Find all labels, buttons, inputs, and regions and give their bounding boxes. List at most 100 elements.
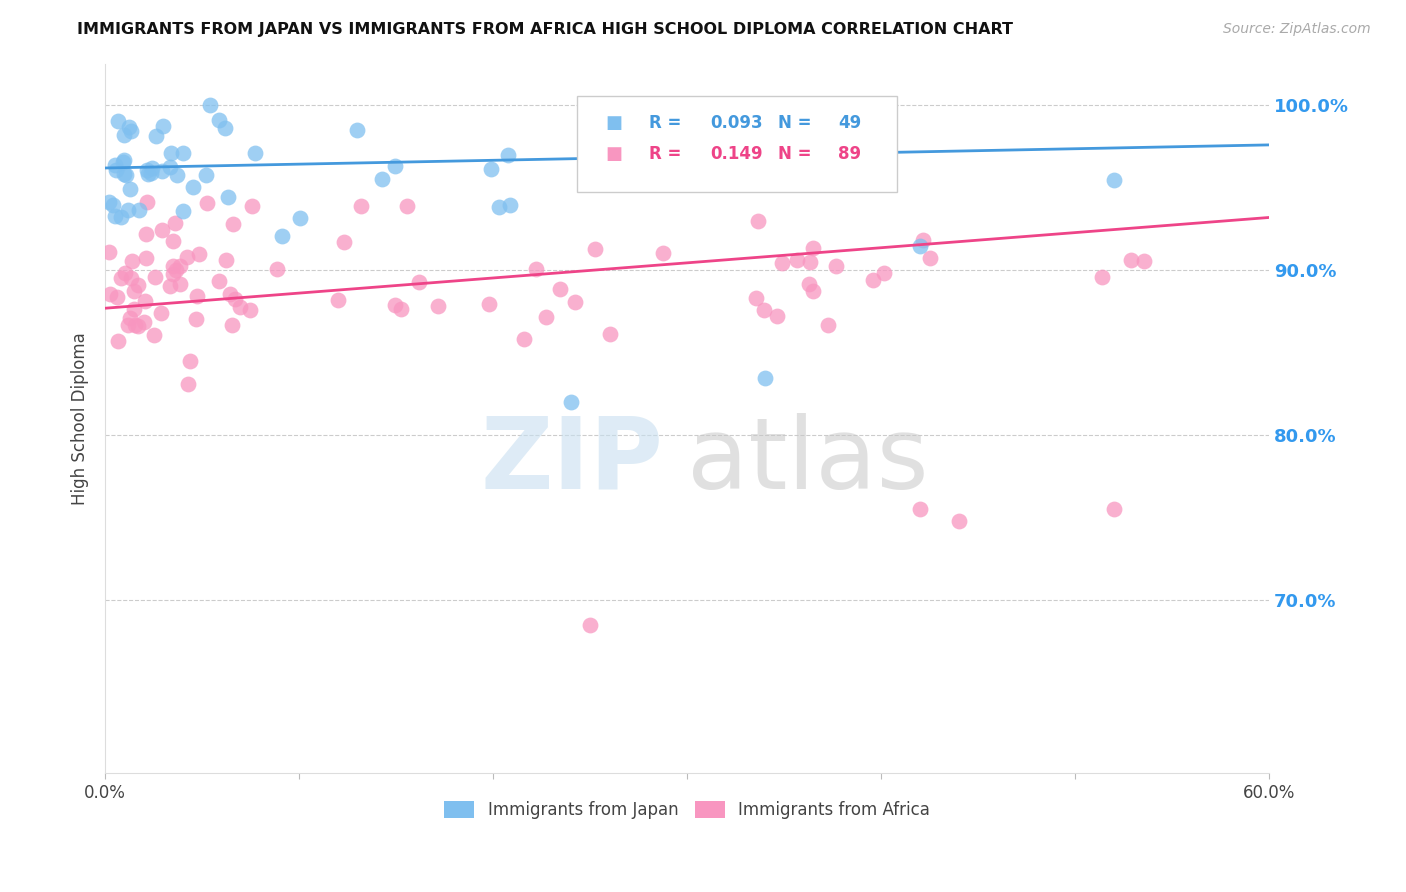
Point xyxy=(160,146,183,161)
Text: R =: R = xyxy=(648,114,686,132)
Point xyxy=(208,113,231,128)
Point xyxy=(186,289,208,303)
Point xyxy=(346,123,368,137)
Point xyxy=(176,250,198,264)
Point xyxy=(918,251,941,265)
Point xyxy=(169,277,191,291)
Point xyxy=(162,235,184,249)
Text: 0.093: 0.093 xyxy=(710,114,763,132)
Point xyxy=(110,211,132,225)
Point xyxy=(801,241,824,255)
Point xyxy=(651,245,673,260)
Point xyxy=(799,255,821,269)
Point xyxy=(599,327,621,342)
Point xyxy=(117,202,139,217)
Point xyxy=(243,145,266,160)
Point xyxy=(384,298,406,312)
Point xyxy=(107,114,129,128)
Text: Source: ZipAtlas.com: Source: ZipAtlas.com xyxy=(1223,22,1371,37)
Point xyxy=(217,189,239,203)
Point xyxy=(797,277,820,291)
Point xyxy=(478,296,501,310)
Point xyxy=(224,292,246,306)
Point xyxy=(498,198,520,212)
Point xyxy=(166,168,188,182)
Point xyxy=(135,227,157,241)
Point xyxy=(271,228,294,243)
Point xyxy=(948,514,970,528)
Text: ■: ■ xyxy=(606,145,623,163)
Point xyxy=(165,216,187,230)
Point xyxy=(579,618,602,632)
Point xyxy=(747,214,769,228)
Point xyxy=(112,168,135,182)
Point xyxy=(104,158,127,172)
Point xyxy=(745,291,768,305)
Point xyxy=(384,160,406,174)
Point xyxy=(817,318,839,332)
FancyBboxPatch shape xyxy=(576,96,897,192)
Point xyxy=(266,261,288,276)
Point xyxy=(371,171,394,186)
Point xyxy=(124,302,146,317)
Point xyxy=(766,309,789,323)
Text: N =: N = xyxy=(778,114,817,132)
Text: N =: N = xyxy=(778,145,817,163)
Point xyxy=(179,354,201,368)
Point xyxy=(128,203,150,218)
Point xyxy=(165,263,187,277)
Point xyxy=(135,163,157,178)
Point xyxy=(134,294,156,309)
Point xyxy=(195,168,218,182)
Point xyxy=(496,148,519,162)
Point xyxy=(143,328,166,343)
Point xyxy=(150,223,173,237)
Point xyxy=(912,233,935,247)
Point xyxy=(141,161,163,175)
Point xyxy=(1132,253,1154,268)
Point xyxy=(908,238,931,252)
Point xyxy=(208,274,231,288)
Text: IMMIGRANTS FROM JAPAN VS IMMIGRANTS FROM AFRICA HIGH SCHOOL DIPLOMA CORRELATION : IMMIGRANTS FROM JAPAN VS IMMIGRANTS FROM… xyxy=(77,22,1014,37)
Point xyxy=(169,259,191,273)
Point xyxy=(162,268,184,282)
Point xyxy=(488,200,510,214)
Point xyxy=(427,300,450,314)
Point xyxy=(215,252,238,267)
Point xyxy=(145,129,167,144)
Point xyxy=(290,211,312,225)
Text: R =: R = xyxy=(648,145,686,163)
Point xyxy=(98,245,121,260)
Point xyxy=(121,254,143,268)
Point xyxy=(754,370,776,384)
Point xyxy=(239,303,262,318)
Point xyxy=(240,199,263,213)
Point xyxy=(200,98,222,112)
Point xyxy=(152,119,174,133)
Point xyxy=(162,260,184,274)
Point xyxy=(105,290,128,304)
Point xyxy=(136,194,159,209)
Point xyxy=(801,284,824,298)
Point xyxy=(564,294,586,309)
Point xyxy=(112,155,135,169)
Point xyxy=(101,198,124,212)
Point xyxy=(134,315,156,329)
Point xyxy=(408,275,430,289)
Point xyxy=(114,266,136,280)
Point xyxy=(127,318,149,333)
Point xyxy=(326,293,349,307)
Point xyxy=(333,235,356,249)
Point xyxy=(120,124,142,138)
Point xyxy=(139,166,162,180)
Point xyxy=(136,167,159,181)
Point xyxy=(395,199,418,213)
Point xyxy=(150,164,173,178)
Point xyxy=(229,301,252,315)
Point xyxy=(159,160,181,174)
Point xyxy=(825,260,848,274)
Point xyxy=(104,162,127,177)
Point xyxy=(127,277,149,292)
Point xyxy=(536,310,558,325)
Y-axis label: High School Diploma: High School Diploma xyxy=(72,333,89,505)
